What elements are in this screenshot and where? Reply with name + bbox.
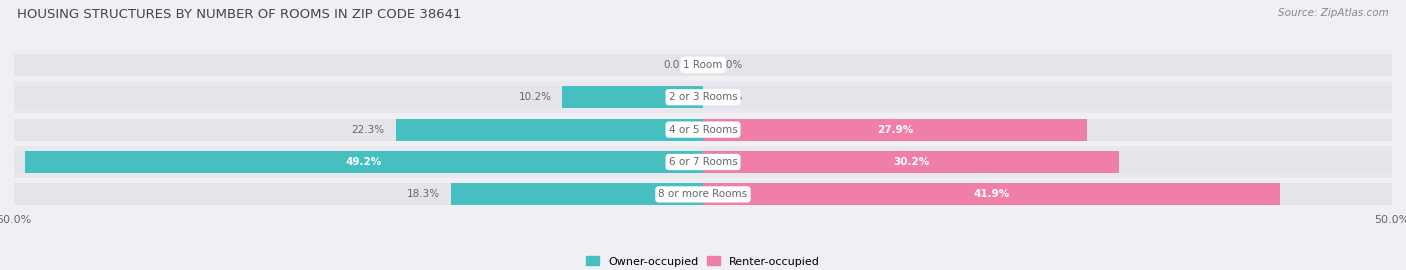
Bar xyxy=(703,151,1119,173)
Bar xyxy=(14,113,1392,146)
Bar xyxy=(14,119,703,141)
Text: 8 or more Rooms: 8 or more Rooms xyxy=(658,189,748,200)
Text: 10.2%: 10.2% xyxy=(519,92,551,102)
Bar xyxy=(14,183,703,205)
Text: 2 or 3 Rooms: 2 or 3 Rooms xyxy=(669,92,737,102)
Text: 6 or 7 Rooms: 6 or 7 Rooms xyxy=(669,157,737,167)
Text: 0.0%: 0.0% xyxy=(664,60,689,70)
Text: 27.9%: 27.9% xyxy=(877,124,914,135)
Bar xyxy=(395,119,703,141)
Text: 0.0%: 0.0% xyxy=(717,60,742,70)
Text: 41.9%: 41.9% xyxy=(973,189,1010,200)
Text: 1 Room: 1 Room xyxy=(683,60,723,70)
Bar xyxy=(562,86,703,108)
Bar xyxy=(25,151,703,173)
Text: 49.2%: 49.2% xyxy=(346,157,382,167)
Bar xyxy=(14,81,1392,113)
Bar xyxy=(14,86,703,108)
Bar xyxy=(703,183,1392,205)
Bar xyxy=(703,86,1392,108)
Text: HOUSING STRUCTURES BY NUMBER OF ROOMS IN ZIP CODE 38641: HOUSING STRUCTURES BY NUMBER OF ROOMS IN… xyxy=(17,8,461,21)
Bar xyxy=(703,151,1392,173)
Bar xyxy=(14,178,1392,211)
Text: 0.0%: 0.0% xyxy=(717,92,742,102)
Bar xyxy=(703,54,1392,76)
Bar xyxy=(14,54,703,76)
Bar xyxy=(14,146,1392,178)
Text: 22.3%: 22.3% xyxy=(352,124,385,135)
Text: 4 or 5 Rooms: 4 or 5 Rooms xyxy=(669,124,737,135)
Bar xyxy=(703,183,1281,205)
Bar xyxy=(703,119,1392,141)
Text: 30.2%: 30.2% xyxy=(893,157,929,167)
Bar xyxy=(14,49,1392,81)
Legend: Owner-occupied, Renter-occupied: Owner-occupied, Renter-occupied xyxy=(586,256,820,266)
Text: 18.3%: 18.3% xyxy=(406,189,440,200)
Bar xyxy=(14,151,703,173)
Bar xyxy=(451,183,703,205)
Bar xyxy=(703,119,1087,141)
Text: Source: ZipAtlas.com: Source: ZipAtlas.com xyxy=(1278,8,1389,18)
